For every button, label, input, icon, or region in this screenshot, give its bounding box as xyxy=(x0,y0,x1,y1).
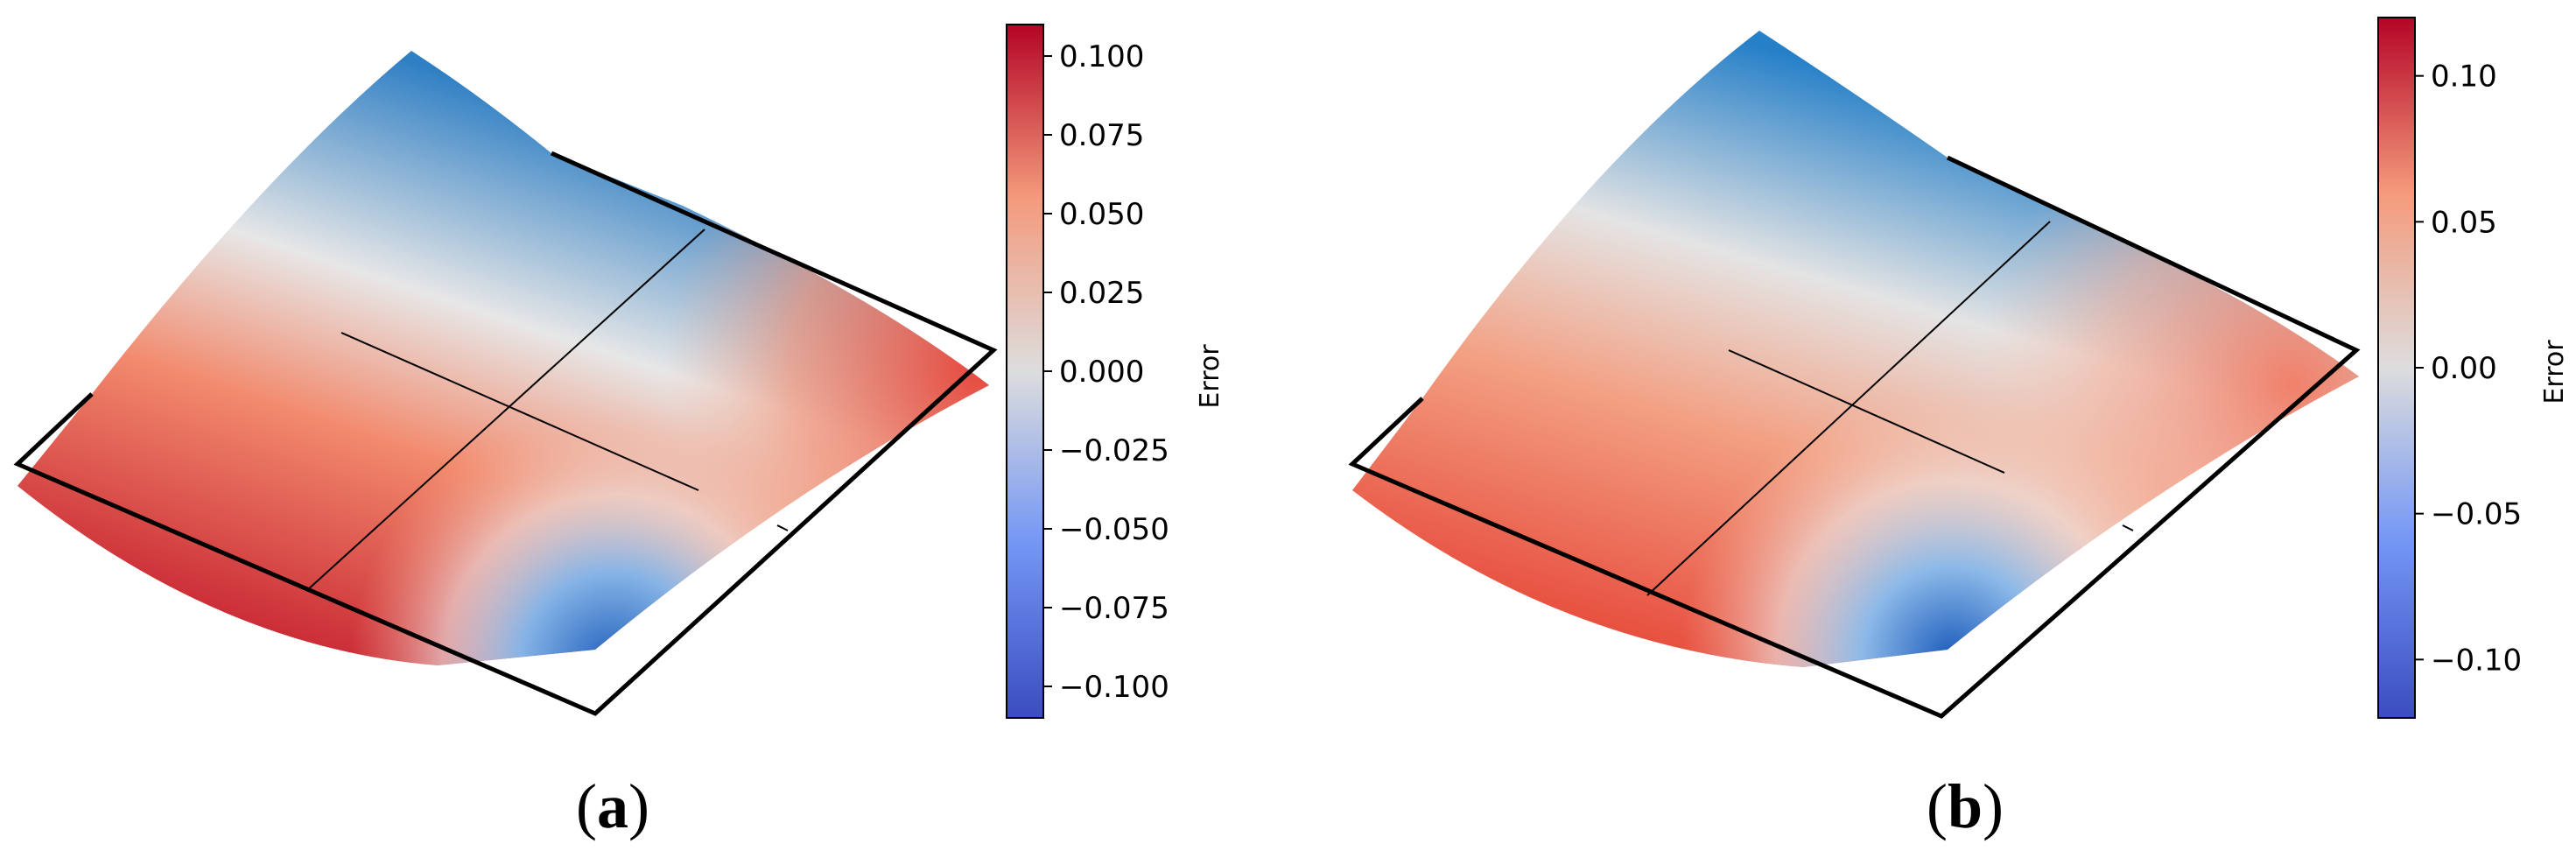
colorbar-tick-label: −0.050 xyxy=(1059,512,1169,547)
colorbar-tick-label: 0.10 xyxy=(2431,60,2497,95)
grid-line-a1 xyxy=(305,229,705,592)
axis-box-a xyxy=(13,151,998,716)
colorbar-tick-label: −0.025 xyxy=(1059,433,1169,468)
grid-tick-a xyxy=(776,524,789,531)
colorbar-tick-label: 0.05 xyxy=(2431,205,2497,240)
colorbar-tick-label: −0.05 xyxy=(2431,497,2522,532)
grid-tick-b xyxy=(2122,524,2134,531)
surface-plot-a xyxy=(13,51,998,716)
axis-box-b xyxy=(1348,155,2361,719)
colorbar-a-ticks: −0.100 −0.075 −0.050 −0.025 0.000 0.025 0.050 0… xyxy=(1043,39,1169,705)
colorbar-b-ticks: −0.10 −0.05 0.00 0.05 0.10 xyxy=(2415,60,2522,678)
panel-a: −0.100 −0.075 −0.050 −0.025 0.000 0.025 0.050 0… xyxy=(13,24,1225,841)
colorbar-b-fill xyxy=(2377,17,2416,719)
colorbar-tick-label: −0.100 xyxy=(1059,670,1169,705)
colorbar-b-label: Error xyxy=(2539,340,2570,404)
panel-label-b: (b) xyxy=(1927,771,2004,841)
panel-b: −0.10 −0.05 0.00 0.05 0.10 Error (b) xyxy=(1348,17,2570,841)
surface-plot-b xyxy=(1348,31,2361,719)
colorbar-tick-label: −0.10 xyxy=(2431,643,2522,678)
colorbar-tick-label: 0.000 xyxy=(1059,355,1144,390)
surface-a-blue-region xyxy=(18,51,989,665)
colorbar-tick-label: 0.075 xyxy=(1059,118,1144,153)
colorbar-tick-label: 0.050 xyxy=(1059,197,1144,232)
surface-b-blue-region xyxy=(1352,31,2359,667)
colorbar-a-label: Error xyxy=(1195,344,1225,409)
grid-line-b1 xyxy=(1646,221,2051,596)
colorbar-b: −0.10 −0.05 0.00 0.05 0.10 Error xyxy=(2377,17,2570,719)
colorbar-a-fill xyxy=(1006,24,1044,719)
panel-label-a: (a) xyxy=(576,771,649,841)
colorbar-a: −0.100 −0.075 −0.050 −0.025 0.000 0.025 0.050 0… xyxy=(1006,24,1225,719)
colorbar-tick-label: −0.075 xyxy=(1059,591,1169,626)
grid-line-a2 xyxy=(340,332,699,491)
colorbar-tick-label: 0.100 xyxy=(1059,39,1144,74)
colorbar-tick-label: 0.00 xyxy=(2431,351,2497,386)
grid-line-b2 xyxy=(1728,349,2005,474)
colorbar-tick-label: 0.025 xyxy=(1059,276,1144,311)
